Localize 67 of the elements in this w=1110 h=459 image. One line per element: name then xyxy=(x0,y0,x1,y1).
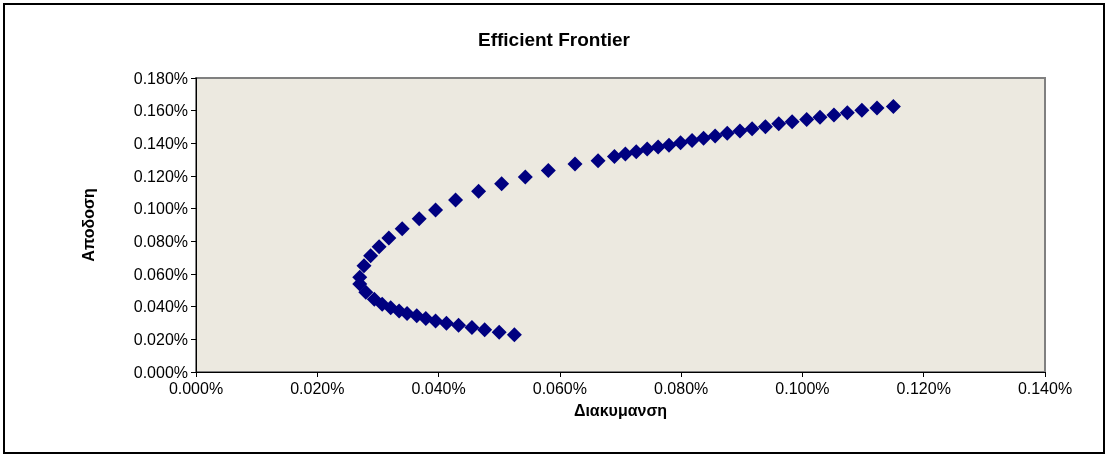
chart-title: Efficient Frontier xyxy=(477,29,631,50)
y-tick-label: 0.000% xyxy=(133,363,188,381)
point xyxy=(784,114,800,130)
y-tick-label: 0.120% xyxy=(133,167,188,185)
point xyxy=(799,111,815,127)
point xyxy=(451,317,467,333)
point xyxy=(517,169,533,185)
x-tick-label: 0.100% xyxy=(775,379,830,397)
point xyxy=(494,176,510,192)
point xyxy=(732,123,748,139)
x-tick-label: 0.020% xyxy=(290,379,345,397)
point xyxy=(719,125,735,141)
point xyxy=(506,327,522,343)
x-axis-title: Διακυμανση xyxy=(573,401,668,419)
point xyxy=(661,137,677,153)
point xyxy=(650,139,666,155)
point xyxy=(684,133,700,149)
point xyxy=(371,239,387,255)
point xyxy=(869,100,885,116)
point xyxy=(885,98,901,114)
point xyxy=(411,211,427,227)
point xyxy=(696,130,712,146)
point xyxy=(826,107,842,123)
point xyxy=(464,320,480,336)
point xyxy=(394,221,410,237)
point xyxy=(854,102,870,118)
y-tick-label: 0.040% xyxy=(133,298,188,316)
point xyxy=(471,183,487,199)
x-tick-label: 0.140% xyxy=(1017,379,1073,397)
point xyxy=(363,248,379,264)
point xyxy=(673,135,689,151)
point xyxy=(448,192,464,208)
y-tick-label: 0.080% xyxy=(133,232,188,250)
point xyxy=(707,128,723,144)
x-tick-label: 0.120% xyxy=(896,379,951,397)
point xyxy=(812,109,828,125)
point xyxy=(438,315,454,331)
point xyxy=(617,146,633,162)
y-tick-label: 0.100% xyxy=(133,200,188,218)
x-tick-label: 0.060% xyxy=(532,379,587,397)
y-tick-label: 0.140% xyxy=(133,134,188,152)
point xyxy=(366,291,382,307)
point xyxy=(428,313,444,329)
y-tick-label: 0.180% xyxy=(133,69,188,87)
point xyxy=(771,116,787,132)
y-tick-label: 0.160% xyxy=(133,102,188,120)
point xyxy=(590,153,606,169)
x-tick-label: 0.080% xyxy=(654,379,709,397)
point xyxy=(606,148,622,164)
y-tick-label: 0.020% xyxy=(133,330,188,348)
point xyxy=(628,144,644,160)
point xyxy=(540,162,556,178)
point xyxy=(381,230,397,246)
y-axis-title: Αποδοση xyxy=(79,188,97,262)
point xyxy=(428,202,444,218)
point xyxy=(839,105,855,121)
x-tick-label: 0.040% xyxy=(411,379,466,397)
x-tick-label: 0.000% xyxy=(168,379,224,397)
y-tick-label: 0.060% xyxy=(133,265,188,283)
point xyxy=(567,156,583,172)
point xyxy=(358,284,374,300)
point xyxy=(491,324,507,340)
point xyxy=(744,121,760,137)
point xyxy=(639,141,655,157)
point xyxy=(356,258,372,274)
point xyxy=(477,322,493,338)
point xyxy=(757,119,773,135)
